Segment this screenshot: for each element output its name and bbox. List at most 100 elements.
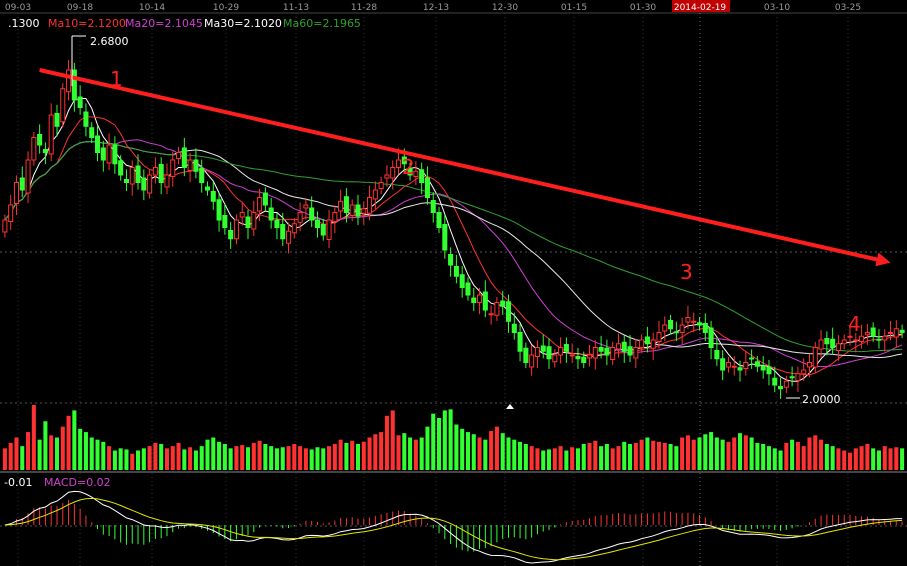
- candle-body: [94, 135, 101, 153]
- candle-body: [147, 174, 153, 194]
- volume-bar: [26, 432, 31, 470]
- candle-body: [714, 350, 720, 360]
- volume-bar: [558, 446, 563, 470]
- candle-body: [789, 376, 795, 379]
- volume-bar: [448, 409, 453, 470]
- volume-bar: [743, 435, 748, 470]
- volume-bar: [680, 437, 685, 470]
- candle-body: [592, 347, 598, 359]
- candle-body: [141, 177, 147, 191]
- volume-bar: [350, 440, 355, 470]
- low-annotation: 2.0000: [786, 393, 841, 406]
- candle-body: [812, 347, 818, 368]
- volume-bar: [853, 448, 858, 470]
- candle-body: [407, 167, 413, 176]
- candle-body: [48, 114, 54, 155]
- volume-bar: [882, 446, 887, 470]
- candle-body: [100, 147, 106, 161]
- volume-bar: [2, 448, 7, 470]
- candle-body: [228, 230, 234, 240]
- volume-bar: [871, 448, 876, 470]
- candle-body: [274, 219, 280, 228]
- date-label: 03-10: [764, 3, 790, 13]
- trendline-arrowhead: [875, 252, 891, 267]
- candle-body: [297, 212, 303, 223]
- candle-body: [569, 354, 575, 357]
- volume-bar: [732, 437, 737, 470]
- volume-bar: [489, 431, 494, 470]
- volume-bar: [541, 450, 546, 470]
- candle-body: [54, 113, 60, 127]
- trend-label-4: 4: [848, 312, 861, 336]
- high-price-label: 2.6800: [90, 35, 129, 48]
- candle-body: [401, 156, 407, 165]
- volume-bar: [43, 421, 48, 470]
- candle-body: [870, 327, 876, 337]
- candle-body: [835, 343, 841, 351]
- candle-body: [280, 224, 286, 240]
- volume-bar: [807, 437, 812, 470]
- volume-bar: [101, 441, 106, 470]
- volume-bar: [193, 450, 198, 470]
- candle-body: [233, 219, 239, 240]
- volume-bar: [419, 437, 424, 470]
- candle-body: [349, 204, 355, 216]
- candle-body: [19, 177, 25, 191]
- volume-bar: [280, 447, 285, 470]
- volume-bar: [373, 434, 378, 470]
- candle-body: [424, 177, 430, 198]
- volume-bar: [384, 415, 389, 470]
- candle-body: [604, 347, 610, 356]
- candle-body: [2, 219, 8, 233]
- candle-body: [442, 224, 448, 251]
- moving-average-lines: [4, 98, 903, 382]
- candle-body: [552, 354, 558, 363]
- volume-bar: [408, 437, 413, 470]
- candle-body: [320, 224, 326, 236]
- volume-bar: [691, 439, 696, 470]
- volume-bar: [327, 446, 332, 470]
- volume-bar: [240, 445, 245, 470]
- date-label: 11-13: [283, 3, 309, 13]
- candle-body: [853, 339, 859, 342]
- volume-bar: [8, 442, 13, 470]
- volume-bar: [709, 432, 714, 470]
- date-label: 01-30: [630, 3, 656, 13]
- candle-body: [801, 369, 807, 375]
- candle-body: [864, 332, 870, 336]
- volume-bar: [593, 440, 598, 470]
- volume-bar: [217, 441, 222, 470]
- volume-bar: [338, 439, 343, 470]
- candle-body: [239, 212, 245, 218]
- candle-body: [766, 366, 772, 375]
- volume-bar: [37, 439, 42, 470]
- candle-body: [129, 167, 135, 185]
- candle-body: [361, 208, 367, 214]
- candle-body: [216, 199, 222, 221]
- volume-bar: [182, 449, 187, 470]
- date-label: 10-14: [139, 3, 165, 13]
- volume-bar: [778, 450, 783, 470]
- volume-bar: [847, 452, 853, 470]
- volume-bar: [639, 439, 644, 470]
- candle-body: [668, 320, 674, 330]
- candle-body: [251, 212, 257, 230]
- volume-bar: [599, 446, 604, 470]
- candle-body: [534, 347, 540, 357]
- volume-bar: [31, 405, 36, 470]
- trend-label-1: 1: [110, 67, 123, 91]
- candle-body: [286, 230, 292, 244]
- candle-body: [876, 338, 882, 341]
- candle-body: [650, 339, 656, 349]
- volume-bar: [465, 432, 470, 470]
- candle-body: [459, 274, 465, 288]
- candle-body: [621, 341, 627, 352]
- candle-body: [176, 152, 182, 159]
- ma60-line: [4, 140, 903, 353]
- volume-bar: [564, 450, 569, 470]
- volume-bar: [703, 434, 708, 470]
- volume-bar: [124, 449, 129, 470]
- marker-triangle: [506, 404, 514, 409]
- volume-bar: [130, 453, 135, 470]
